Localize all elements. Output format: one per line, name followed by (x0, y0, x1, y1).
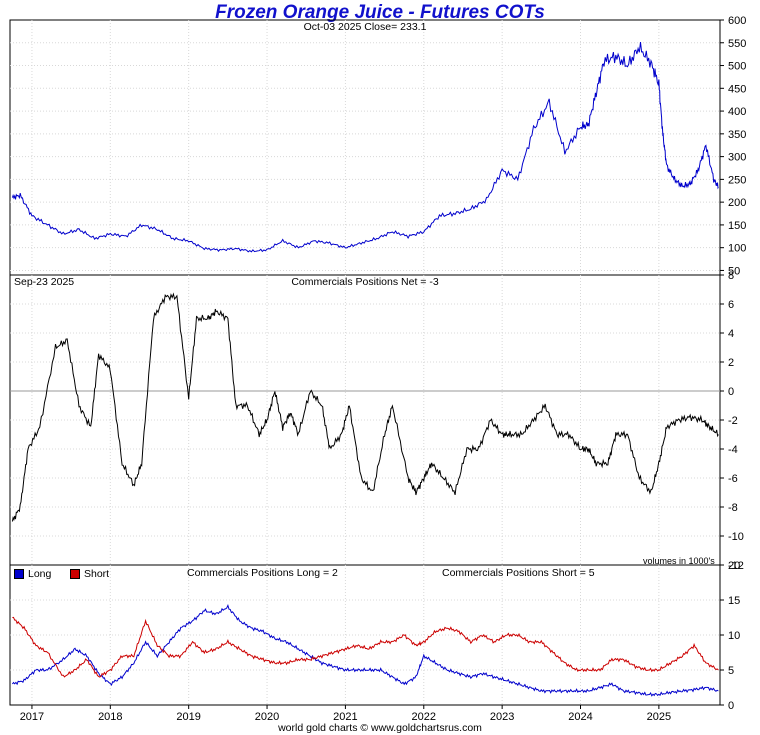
y-tick-label: 600 (728, 15, 746, 27)
y-tick-label: 15 (728, 595, 740, 607)
units-note: volumes in 1000's (643, 556, 715, 566)
y-tick-label: 8 (728, 270, 734, 282)
y-tick-label: 500 (728, 61, 746, 73)
y-tick-label: 400 (728, 106, 746, 118)
x-tick-label: 2023 (490, 711, 514, 723)
legend-long-swatch (14, 569, 24, 580)
net-subtitle: Commercials Positions Net = -3 (291, 276, 439, 288)
y-tick-label: -12 (728, 560, 744, 572)
y-tick-label: -8 (728, 502, 738, 514)
x-tick-label: 2025 (647, 711, 671, 723)
series-line-price-close (11, 42, 719, 253)
legend-long-label: Long (28, 568, 52, 580)
y-tick-label: 20 (728, 560, 740, 572)
y-tick-label: 6 (728, 299, 734, 311)
y-tick-label: 2 (728, 357, 734, 369)
x-tick-label: 2020 (255, 711, 279, 723)
y-tick-label: -4 (728, 444, 738, 456)
y-tick-label: 10 (728, 630, 740, 642)
net-date-label: Sep-23 2025 (14, 276, 75, 288)
price-subtitle: Oct-03 2025 Close= 233.1 (303, 21, 427, 33)
y-tick-label: 0 (728, 386, 734, 398)
legend-long: Long (14, 568, 51, 580)
y-tick-label: 50 (728, 265, 740, 277)
x-tick-label: 2022 (412, 711, 436, 723)
y-tick-label: 5 (728, 665, 734, 677)
y-tick-label: 0 (728, 700, 734, 712)
series-line-net-net (11, 292, 719, 522)
x-tick-label: 2017 (20, 711, 44, 723)
y-tick-label: 550 (728, 38, 746, 50)
y-tick-label: 250 (728, 174, 746, 186)
y-tick-label: -6 (728, 473, 738, 485)
y-tick-label: 200 (728, 197, 746, 209)
footer-credit: world gold charts © www.goldchartsrus.co… (278, 722, 482, 734)
panel-frame-price (9, 19, 721, 276)
chart-title: Frozen Orange Juice - Futures COTs (215, 2, 545, 23)
short-subtitle: Commercials Positions Short = 5 (442, 567, 595, 579)
series-line-long_short-short (12, 616, 719, 678)
y-tick-label: -10 (728, 531, 744, 543)
long-subtitle: Commercials Positions Long = 2 (187, 567, 338, 579)
x-tick-label: 2019 (176, 711, 200, 723)
series-line-long_short-long (11, 603, 719, 697)
legend-short: Short (70, 568, 109, 580)
legend-short-swatch (70, 569, 80, 580)
x-tick-label: 2024 (568, 711, 592, 723)
y-tick-label: 450 (728, 83, 746, 95)
y-tick-label: 150 (728, 220, 746, 232)
legend-short-label: Short (84, 568, 110, 580)
x-tick-label: 2021 (333, 711, 357, 723)
y-tick-label: -2 (728, 415, 738, 427)
y-tick-label: 350 (728, 129, 746, 141)
x-tick-label: 2018 (98, 711, 122, 723)
y-tick-label: 4 (728, 328, 734, 340)
y-tick-label: 300 (728, 152, 746, 164)
y-tick-label: 100 (728, 243, 746, 255)
